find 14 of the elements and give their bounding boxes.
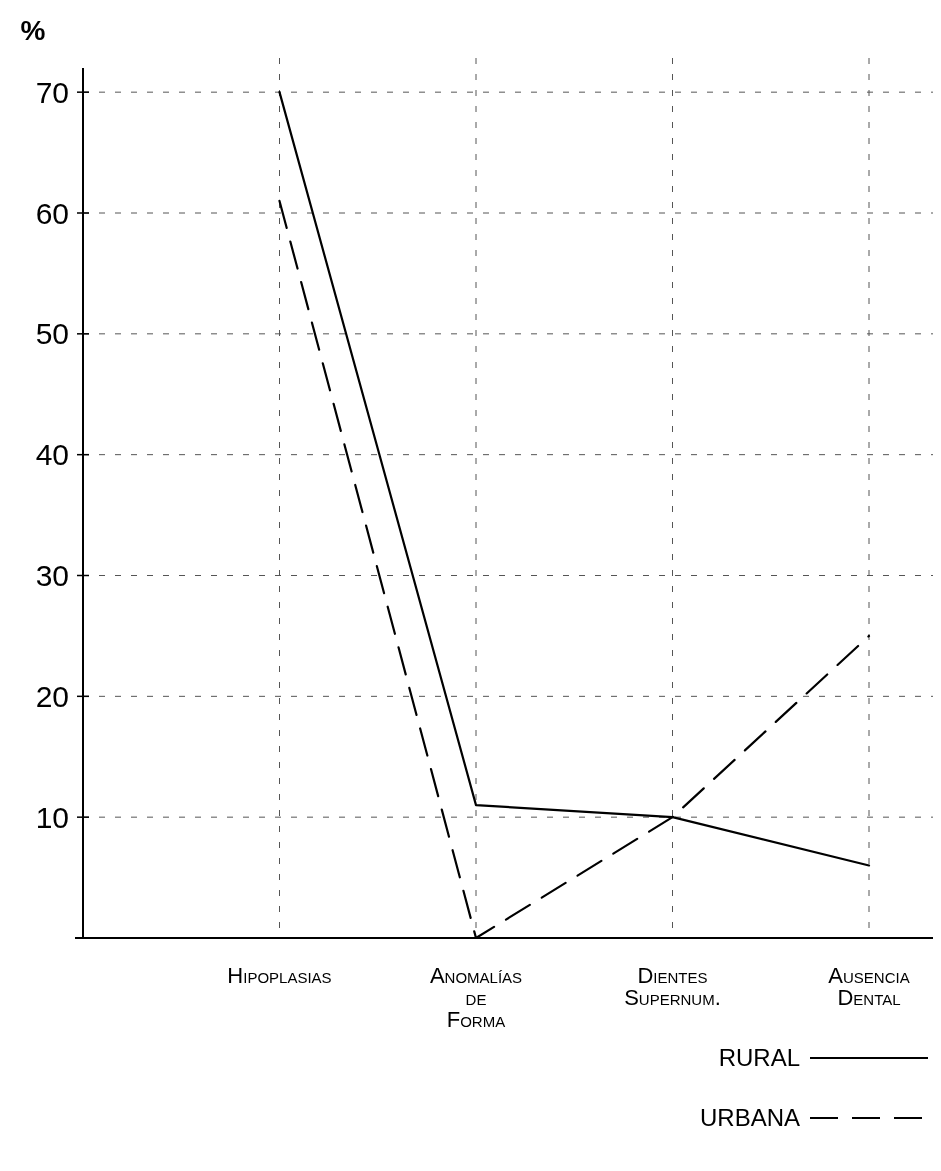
x-tick-label: Hipoplasias <box>227 963 332 988</box>
y-tick-label: 70 <box>35 75 69 109</box>
y-tick-label: 30 <box>35 559 69 592</box>
y-tick-label: 10 <box>35 800 69 834</box>
y-tick-label: 60 <box>35 196 69 230</box>
x-tick-label: Anomalías de Forma <box>429 963 523 1032</box>
legend-label: URBANA <box>699 1104 800 1132</box>
legend-label: RURAL <box>718 1044 800 1072</box>
x-tick-label: Ausencia Dental <box>828 963 910 1010</box>
y-tick-label: 20 <box>35 679 69 713</box>
x-tick-label: Dientes Supernum. <box>624 963 721 1010</box>
y-axis-title: % <box>20 15 46 46</box>
y-tick-label: 50 <box>35 317 69 351</box>
y-tick-label: 40 <box>35 438 69 472</box>
